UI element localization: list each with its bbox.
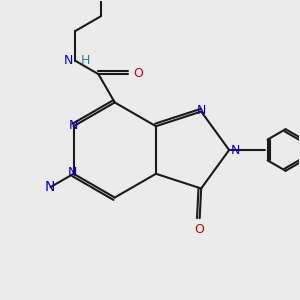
Text: N: N	[69, 119, 78, 132]
Text: N: N	[64, 54, 73, 67]
Text: H: H	[81, 54, 90, 67]
Text: N: N	[68, 167, 77, 179]
Text: N: N	[230, 143, 240, 157]
Text: O: O	[134, 67, 143, 80]
Text: O: O	[195, 223, 205, 236]
Text: N: N	[197, 104, 206, 117]
Text: N: N	[45, 180, 55, 194]
